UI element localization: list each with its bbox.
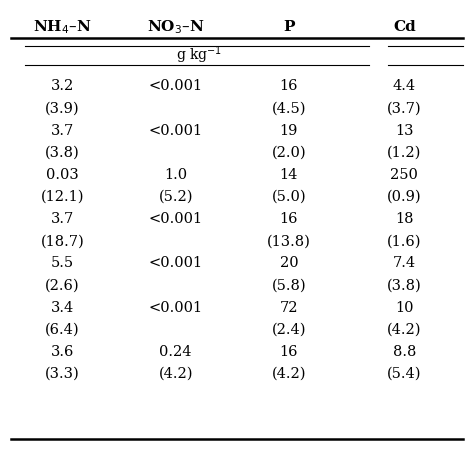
Text: (3.9): (3.9): [46, 101, 80, 115]
Text: (5.0): (5.0): [272, 190, 306, 204]
Text: 16: 16: [280, 79, 298, 93]
Text: 72: 72: [280, 301, 298, 315]
Text: 16: 16: [280, 345, 298, 359]
Text: 10: 10: [395, 301, 413, 315]
Text: <0.001: <0.001: [149, 212, 203, 226]
Text: 0.24: 0.24: [159, 345, 192, 359]
Text: (2.0): (2.0): [272, 146, 306, 160]
Text: (5.2): (5.2): [158, 190, 193, 204]
Text: 3.6: 3.6: [51, 345, 74, 359]
Text: 3.7: 3.7: [51, 124, 74, 137]
Text: (4.5): (4.5): [272, 101, 306, 115]
Text: <0.001: <0.001: [149, 124, 203, 137]
Text: 5.5: 5.5: [51, 256, 74, 270]
Text: (3.8): (3.8): [387, 279, 422, 292]
Text: P: P: [283, 20, 294, 34]
Text: 14: 14: [280, 168, 298, 182]
Text: NO$_3$–N: NO$_3$–N: [147, 18, 204, 36]
Text: (4.2): (4.2): [272, 367, 306, 381]
Text: 250: 250: [391, 168, 418, 182]
Text: (2.6): (2.6): [46, 279, 80, 292]
Text: 3.2: 3.2: [51, 79, 74, 93]
Text: NH$_4$–N: NH$_4$–N: [33, 18, 92, 36]
Text: (5.4): (5.4): [387, 367, 421, 381]
Text: 8.8: 8.8: [392, 345, 416, 359]
Text: (12.1): (12.1): [41, 190, 84, 204]
Text: 19: 19: [280, 124, 298, 137]
Text: 18: 18: [395, 212, 413, 226]
Text: 16: 16: [280, 212, 298, 226]
Text: (3.7): (3.7): [387, 101, 421, 115]
Text: (1.2): (1.2): [387, 146, 421, 160]
Text: (2.4): (2.4): [272, 323, 306, 337]
Text: (6.4): (6.4): [46, 323, 80, 337]
Text: 3.7: 3.7: [51, 212, 74, 226]
Text: 0.03: 0.03: [46, 168, 79, 182]
Text: Cd: Cd: [393, 20, 416, 34]
Text: 1.0: 1.0: [164, 168, 187, 182]
Text: 20: 20: [280, 256, 298, 270]
Text: (4.2): (4.2): [158, 367, 193, 381]
Text: <0.001: <0.001: [149, 79, 203, 93]
Text: <0.001: <0.001: [149, 256, 203, 270]
Text: (0.9): (0.9): [387, 190, 421, 204]
Text: (1.6): (1.6): [387, 234, 421, 248]
Text: 4.4: 4.4: [393, 79, 416, 93]
Text: (5.8): (5.8): [272, 279, 306, 292]
Text: <0.001: <0.001: [149, 301, 203, 315]
Text: g kg$^{-1}$: g kg$^{-1}$: [176, 45, 222, 66]
Text: (4.2): (4.2): [387, 323, 421, 337]
Text: 13: 13: [395, 124, 413, 137]
Text: (3.3): (3.3): [46, 367, 80, 381]
Text: (13.8): (13.8): [267, 234, 311, 248]
Text: (18.7): (18.7): [41, 234, 84, 248]
Text: (3.8): (3.8): [46, 146, 80, 160]
Text: 7.4: 7.4: [393, 256, 416, 270]
Text: 3.4: 3.4: [51, 301, 74, 315]
